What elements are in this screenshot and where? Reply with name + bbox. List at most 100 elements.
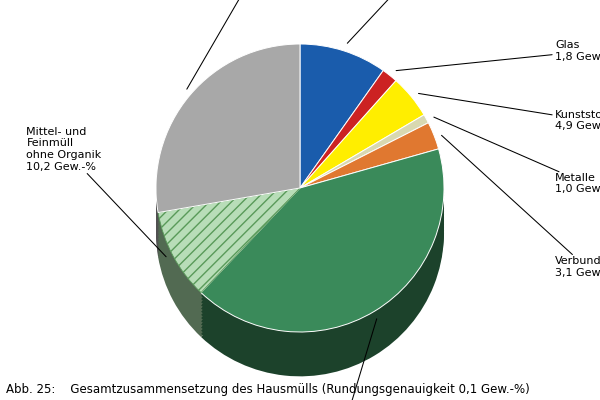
Wedge shape	[158, 207, 300, 312]
Text: Verbunde
3,1 Gew.-%: Verbunde 3,1 Gew.-%	[442, 135, 600, 278]
Wedge shape	[158, 204, 300, 308]
Wedge shape	[300, 128, 428, 201]
Wedge shape	[156, 63, 300, 232]
Wedge shape	[158, 232, 300, 337]
Wedge shape	[300, 109, 424, 216]
Wedge shape	[201, 149, 444, 332]
Wedge shape	[300, 146, 428, 220]
Wedge shape	[300, 145, 439, 210]
Wedge shape	[156, 88, 300, 257]
Wedge shape	[201, 162, 444, 345]
Wedge shape	[156, 76, 300, 244]
Wedge shape	[300, 76, 383, 220]
Wedge shape	[156, 66, 300, 235]
Wedge shape	[201, 180, 444, 364]
Wedge shape	[300, 100, 424, 207]
Wedge shape	[300, 81, 424, 188]
Wedge shape	[300, 44, 383, 188]
Wedge shape	[158, 188, 300, 292]
Wedge shape	[300, 96, 424, 204]
Wedge shape	[300, 112, 396, 229]
Wedge shape	[156, 47, 300, 216]
Wedge shape	[158, 191, 300, 296]
Wedge shape	[201, 171, 444, 354]
Wedge shape	[300, 72, 383, 216]
Wedge shape	[300, 63, 383, 207]
Wedge shape	[201, 155, 444, 338]
Wedge shape	[300, 102, 396, 220]
Wedge shape	[300, 85, 383, 229]
Wedge shape	[300, 93, 424, 201]
Wedge shape	[300, 70, 396, 188]
Wedge shape	[300, 126, 439, 191]
Wedge shape	[158, 223, 300, 328]
Wedge shape	[300, 129, 439, 194]
Wedge shape	[300, 118, 428, 191]
Wedge shape	[300, 90, 396, 207]
Wedge shape	[300, 148, 439, 213]
Wedge shape	[300, 134, 428, 207]
Wedge shape	[300, 57, 383, 201]
Wedge shape	[201, 158, 444, 342]
Wedge shape	[158, 201, 300, 305]
Wedge shape	[300, 54, 383, 198]
Text: Metalle
1,0 Gew.-%: Metalle 1,0 Gew.-%	[434, 117, 600, 194]
Wedge shape	[300, 90, 424, 198]
Text: Mittel- und
Feinmüll
ohne Organik
10,2 Gew.-%: Mittel- und Feinmüll ohne Organik 10,2 G…	[26, 127, 166, 257]
Wedge shape	[300, 103, 424, 210]
Wedge shape	[300, 60, 383, 204]
Wedge shape	[201, 168, 444, 351]
Wedge shape	[156, 79, 300, 248]
Wedge shape	[156, 72, 300, 241]
Text: Glas
1,8 Gew.-%: Glas 1,8 Gew.-%	[396, 40, 600, 71]
Wedge shape	[158, 229, 300, 334]
Wedge shape	[156, 60, 300, 228]
Wedge shape	[156, 54, 300, 222]
Text: Abb. 25:    Gesamtzusammensetzung des Hausmülls (Rundungsgenauigkeit 0,1 Gew.-%): Abb. 25: Gesamtzusammensetzung des Hausm…	[6, 383, 530, 396]
Wedge shape	[300, 116, 424, 223]
Wedge shape	[201, 177, 444, 360]
Wedge shape	[300, 106, 424, 213]
Wedge shape	[158, 198, 300, 302]
Wedge shape	[300, 153, 428, 226]
Wedge shape	[156, 44, 300, 212]
Wedge shape	[300, 132, 439, 198]
Wedge shape	[300, 150, 428, 223]
Wedge shape	[300, 137, 428, 210]
Wedge shape	[300, 108, 396, 226]
Wedge shape	[300, 87, 424, 194]
Wedge shape	[158, 216, 300, 321]
Wedge shape	[201, 184, 444, 367]
Wedge shape	[156, 57, 300, 225]
Wedge shape	[300, 77, 396, 194]
Text: Papiere, Pappen,
Kartonagen
9,8 Gew.-%: Papiere, Pappen, Kartonagen 9,8 Gew.-%	[347, 0, 472, 43]
Wedge shape	[300, 161, 439, 226]
Wedge shape	[201, 193, 444, 376]
Wedge shape	[300, 124, 428, 198]
Wedge shape	[300, 112, 424, 220]
Wedge shape	[300, 80, 396, 198]
Wedge shape	[300, 69, 383, 213]
Wedge shape	[300, 115, 428, 188]
Wedge shape	[300, 115, 396, 232]
Wedge shape	[300, 131, 428, 204]
Text: Sonstiges
27,7 Gew.-%: Sonstiges 27,7 Gew.-%	[187, 0, 296, 89]
Wedge shape	[300, 142, 439, 207]
Wedge shape	[156, 85, 300, 254]
Wedge shape	[300, 154, 439, 220]
Wedge shape	[300, 86, 396, 204]
Wedge shape	[300, 151, 439, 216]
Wedge shape	[300, 143, 428, 216]
Wedge shape	[158, 220, 300, 324]
Wedge shape	[201, 165, 444, 348]
Wedge shape	[300, 159, 428, 232]
Wedge shape	[300, 83, 396, 201]
Text: Organik (gesamt)
41,4 Gew.-%: Organik (gesamt) 41,4 Gew.-%	[287, 319, 385, 400]
Wedge shape	[300, 66, 383, 210]
Wedge shape	[300, 121, 428, 194]
Wedge shape	[300, 156, 428, 229]
Wedge shape	[300, 93, 396, 210]
Wedge shape	[158, 194, 300, 299]
Wedge shape	[158, 226, 300, 331]
Wedge shape	[300, 123, 439, 188]
